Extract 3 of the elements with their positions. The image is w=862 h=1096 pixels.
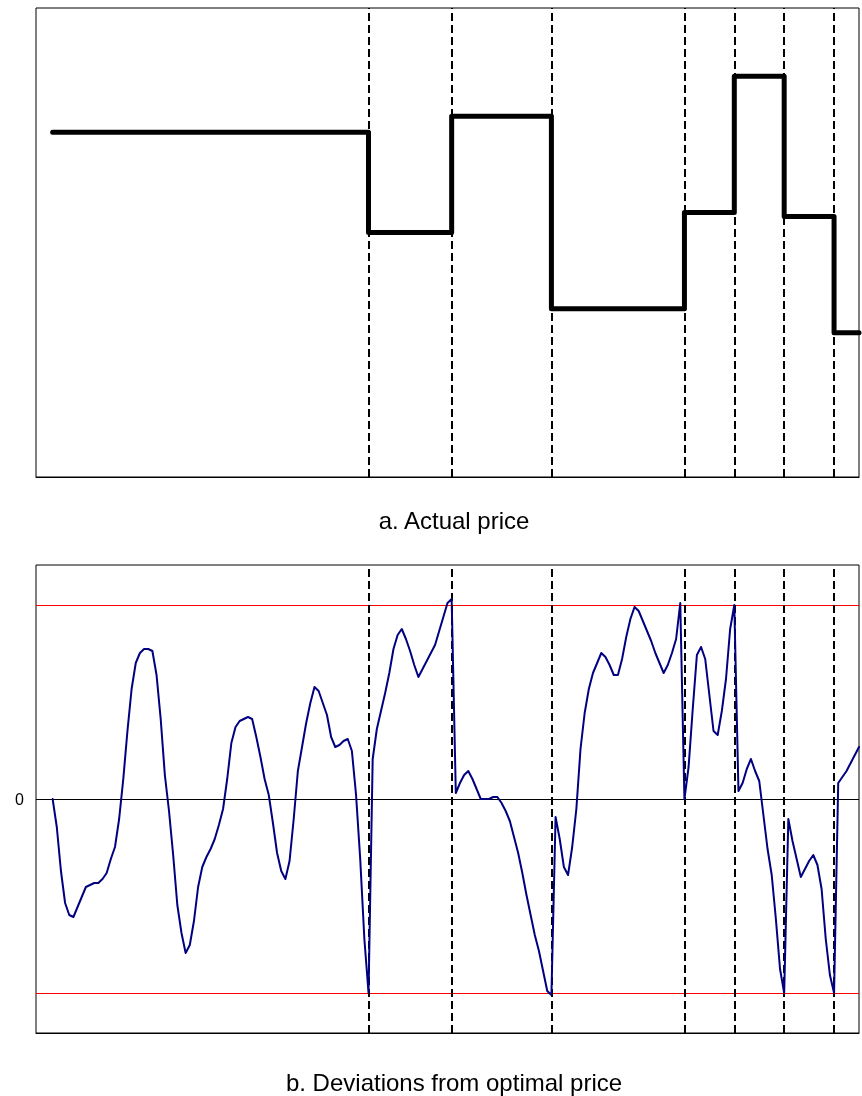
ref-line-label: 0 <box>15 790 25 808</box>
text: a. Actual price <box>378 506 530 534</box>
text: b. Deviations from optimal price <box>285 1068 623 1096</box>
